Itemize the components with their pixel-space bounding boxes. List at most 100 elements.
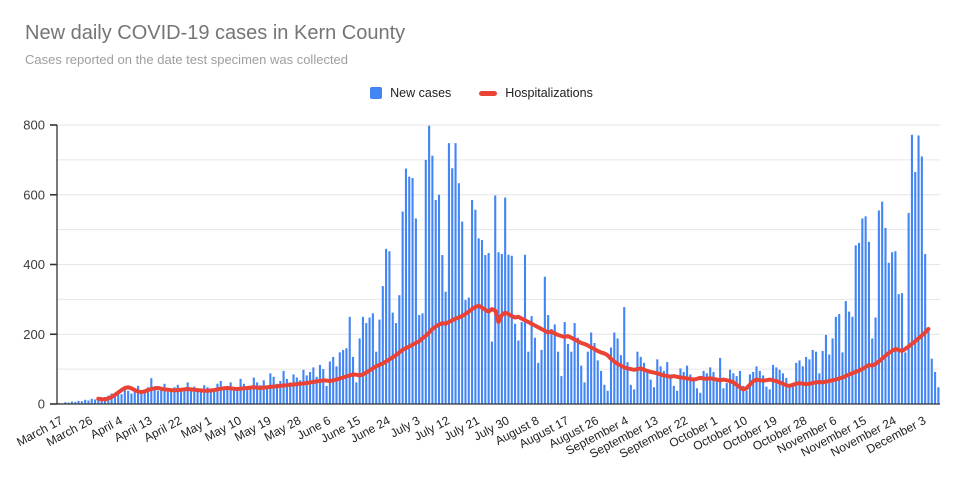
bar-new-cases xyxy=(411,178,414,404)
bar-new-cases xyxy=(553,324,556,404)
bar-new-cases xyxy=(679,368,682,404)
bar-new-cases xyxy=(431,155,434,404)
bar-new-cases xyxy=(527,351,530,404)
bar-new-cases xyxy=(672,385,675,404)
bar-new-cases xyxy=(504,197,507,404)
bar-new-cases xyxy=(434,199,437,404)
bar-new-cases xyxy=(563,322,566,404)
legend-item-new-cases[interactable]: New cases xyxy=(370,86,451,100)
bar-new-cases xyxy=(84,399,87,404)
bar-new-cases xyxy=(709,367,712,404)
bar-new-cases xyxy=(765,386,768,404)
bar-new-cases xyxy=(857,242,861,404)
bar-new-cases xyxy=(530,316,533,404)
bar-new-cases xyxy=(867,241,870,404)
bar-new-cases xyxy=(335,366,338,404)
bar-new-cases xyxy=(881,201,884,404)
bar-new-cases xyxy=(566,344,570,404)
bar-new-cases xyxy=(510,255,513,404)
bar-new-cases xyxy=(368,317,371,404)
bar-new-cases xyxy=(441,255,444,404)
bar-new-cases xyxy=(871,338,874,404)
bar-new-cases xyxy=(500,254,503,404)
bar-new-cases xyxy=(917,135,920,404)
bar-new-cases xyxy=(725,383,728,404)
bar-new-cases xyxy=(292,374,295,404)
bar-new-cases xyxy=(927,330,930,404)
bar-new-cases xyxy=(189,387,193,404)
bar-new-cases xyxy=(573,323,576,404)
bar-new-cases xyxy=(451,168,454,404)
bar-new-cases xyxy=(480,240,484,404)
bar-new-cases xyxy=(891,252,894,404)
bar-new-cases xyxy=(884,227,887,404)
bar-new-cases xyxy=(603,384,606,404)
bar-new-cases xyxy=(401,211,404,404)
new-cases-swatch-icon xyxy=(370,87,383,99)
legend-item-hospitalizations[interactable]: Hospitalizations xyxy=(479,86,593,100)
bar-new-cases xyxy=(361,316,364,404)
bar-new-cases xyxy=(547,315,550,404)
bar-new-cases xyxy=(712,371,715,404)
bar-new-cases xyxy=(100,398,103,404)
bar-new-cases xyxy=(447,143,450,404)
bar-new-cases xyxy=(715,377,718,404)
y-axis-tick-label: 0 xyxy=(38,397,45,412)
bar-new-cases xyxy=(143,391,146,404)
bar-new-cases xyxy=(385,248,388,404)
bar-new-cases xyxy=(609,347,613,404)
bar-new-cases xyxy=(428,125,431,404)
bar-new-cases xyxy=(471,199,474,404)
bar-new-cases xyxy=(844,301,847,404)
bar-new-cases xyxy=(242,383,245,404)
bar-new-cases xyxy=(861,218,864,404)
bar-new-cases xyxy=(256,382,259,404)
bar-new-cases xyxy=(606,390,609,404)
bar-new-cases xyxy=(686,365,689,404)
bar-new-cases xyxy=(520,322,523,404)
bar-new-cases xyxy=(705,373,708,404)
bar-new-cases xyxy=(838,314,841,404)
bar-new-cases xyxy=(771,364,775,404)
bar-new-cases xyxy=(90,398,93,404)
bar-new-cases xyxy=(616,338,619,404)
bar-new-cases xyxy=(626,362,629,404)
bar-new-cases xyxy=(517,340,520,404)
bar-new-cases xyxy=(239,378,242,404)
bar-new-cases xyxy=(636,351,639,404)
bar-new-cases xyxy=(600,370,603,404)
bar-new-cases xyxy=(467,297,470,404)
bar-new-cases xyxy=(854,245,857,404)
bar-new-cases xyxy=(768,389,771,404)
bar-new-cases xyxy=(302,369,305,404)
bar-new-cases xyxy=(808,359,811,404)
bar-new-cases xyxy=(173,387,176,404)
bar-new-cases xyxy=(662,370,665,404)
bar-new-cases xyxy=(275,383,279,404)
line-hospitalizations xyxy=(96,303,931,402)
bar-new-cases xyxy=(490,341,493,404)
bar-new-cases xyxy=(454,143,457,404)
bar-new-cases xyxy=(732,373,735,404)
bar-new-cases xyxy=(762,375,765,404)
bar-new-cases xyxy=(219,380,222,404)
bar-new-cases xyxy=(414,218,417,404)
bar-new-cases xyxy=(590,332,593,404)
bar-new-cases xyxy=(444,291,447,404)
bar-new-cases xyxy=(560,376,563,404)
bar-new-cases xyxy=(146,387,150,404)
bar-new-cases xyxy=(365,323,368,404)
bar-new-cases xyxy=(153,388,156,404)
bar-new-cases xyxy=(557,351,560,404)
bar-new-cases xyxy=(315,376,318,404)
bar-new-cases xyxy=(785,377,788,404)
bar-new-cases xyxy=(113,394,116,404)
hospitalizations-swatch-icon xyxy=(479,90,498,96)
bar-new-cases xyxy=(487,252,490,404)
bar-new-cases xyxy=(358,338,361,404)
bar-new-cases xyxy=(623,307,626,404)
bar-new-cases xyxy=(593,342,596,404)
bar-new-cases xyxy=(775,367,778,404)
